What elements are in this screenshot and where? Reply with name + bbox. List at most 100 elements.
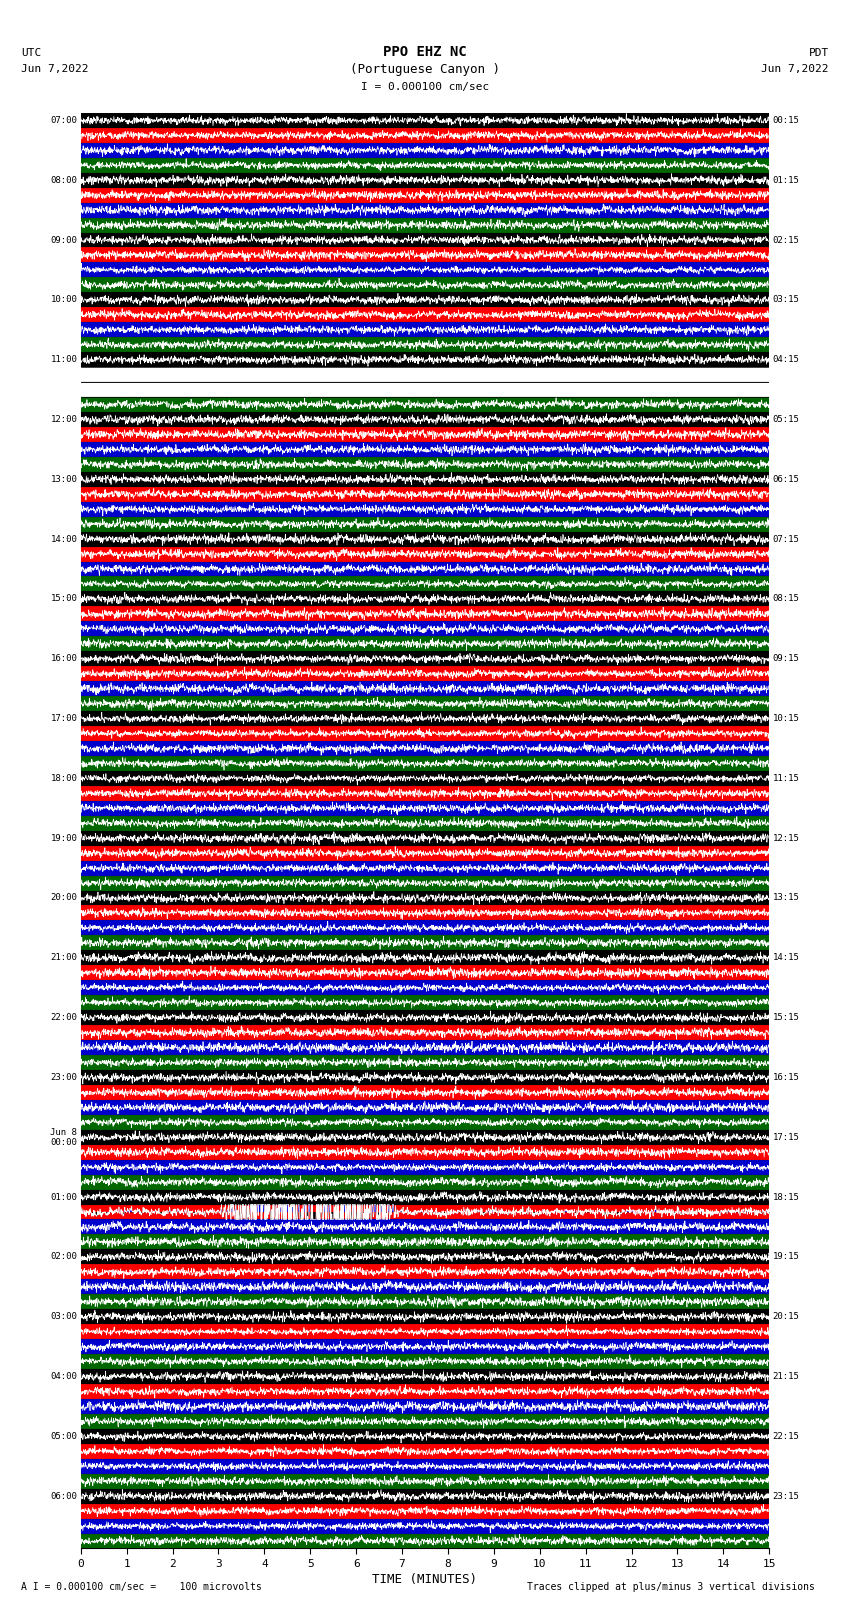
Text: 05:00: 05:00	[50, 1432, 77, 1440]
Bar	[81, 756, 769, 771]
Bar	[81, 1503, 769, 1518]
Bar	[81, 187, 769, 203]
Bar	[81, 203, 769, 218]
Text: 23:00: 23:00	[50, 1073, 77, 1082]
Text: 05:15: 05:15	[773, 415, 800, 424]
Bar	[81, 816, 769, 831]
Bar	[81, 397, 769, 411]
Bar	[81, 1219, 769, 1234]
Text: 21:15: 21:15	[773, 1373, 800, 1381]
Text: 14:15: 14:15	[773, 953, 800, 963]
Text: 08:00: 08:00	[50, 176, 77, 185]
Bar	[81, 158, 769, 173]
Bar	[81, 1489, 769, 1503]
Bar	[81, 1369, 769, 1384]
Bar	[81, 1279, 769, 1294]
Bar	[81, 845, 769, 861]
Text: 19:00: 19:00	[50, 834, 77, 842]
Bar	[81, 681, 769, 697]
Text: Jun 7,2022: Jun 7,2022	[762, 65, 829, 74]
Bar	[81, 487, 769, 502]
Text: 18:15: 18:15	[773, 1192, 800, 1202]
Bar	[81, 905, 769, 921]
Bar	[81, 547, 769, 561]
Bar	[81, 1010, 769, 1026]
Text: A I = 0.000100 cm/sec =    100 microvolts: A I = 0.000100 cm/sec = 100 microvolts	[21, 1582, 262, 1592]
Bar	[81, 247, 769, 263]
Text: 03:15: 03:15	[773, 295, 800, 305]
Bar	[81, 456, 769, 473]
Bar	[81, 786, 769, 800]
Bar	[81, 1100, 769, 1115]
Bar	[81, 606, 769, 621]
Bar	[81, 1444, 769, 1458]
Text: 11:00: 11:00	[50, 355, 77, 365]
Bar	[81, 771, 769, 786]
Bar	[81, 1339, 769, 1353]
Bar	[81, 1160, 769, 1174]
Text: UTC: UTC	[21, 48, 42, 58]
Bar	[81, 1415, 769, 1429]
Bar	[81, 576, 769, 592]
Bar	[81, 1026, 769, 1040]
Bar	[81, 173, 769, 187]
Text: 04:00: 04:00	[50, 1373, 77, 1381]
Bar	[81, 308, 769, 323]
Bar	[81, 1429, 769, 1444]
Bar	[81, 1174, 769, 1190]
Bar	[81, 1205, 769, 1219]
Bar	[81, 1310, 769, 1324]
Bar	[81, 995, 769, 1010]
Text: 15:00: 15:00	[50, 595, 77, 603]
Bar	[81, 936, 769, 950]
Bar	[81, 1190, 769, 1205]
Bar	[81, 876, 769, 890]
Text: 17:15: 17:15	[773, 1132, 800, 1142]
Text: 06:15: 06:15	[773, 474, 800, 484]
Bar	[81, 516, 769, 532]
Bar	[81, 502, 769, 516]
Bar	[81, 1234, 769, 1250]
Bar	[81, 1474, 769, 1489]
Text: 08:15: 08:15	[773, 595, 800, 603]
Text: 17:00: 17:00	[50, 715, 77, 723]
Bar	[81, 368, 769, 382]
Text: Traces clipped at plus/minus 3 vertical divisions: Traces clipped at plus/minus 3 vertical …	[527, 1582, 815, 1592]
Text: 16:15: 16:15	[773, 1073, 800, 1082]
Bar	[81, 965, 769, 981]
Bar	[81, 127, 769, 144]
Text: 07:15: 07:15	[773, 534, 800, 544]
Text: 02:15: 02:15	[773, 235, 800, 245]
Bar	[81, 711, 769, 726]
Bar	[81, 861, 769, 876]
X-axis label: TIME (MINUTES): TIME (MINUTES)	[372, 1573, 478, 1586]
Text: 09:00: 09:00	[50, 235, 77, 245]
Bar	[81, 592, 769, 606]
Bar	[81, 1086, 769, 1100]
Bar	[81, 697, 769, 711]
Bar	[81, 740, 769, 756]
Text: 21:00: 21:00	[50, 953, 77, 963]
Text: 01:00: 01:00	[50, 1192, 77, 1202]
Bar	[81, 382, 769, 397]
Bar	[81, 263, 769, 277]
Bar	[81, 890, 769, 905]
Bar	[81, 1055, 769, 1069]
Bar	[81, 113, 769, 127]
Text: 09:15: 09:15	[773, 655, 800, 663]
Text: I = 0.000100 cm/sec: I = 0.000100 cm/sec	[361, 82, 489, 92]
Text: 00:15: 00:15	[773, 116, 800, 124]
Text: (Portuguese Canyon ): (Portuguese Canyon )	[350, 63, 500, 76]
Bar	[81, 1129, 769, 1145]
Bar	[81, 1265, 769, 1279]
Text: 12:00: 12:00	[50, 415, 77, 424]
Bar	[81, 652, 769, 666]
Bar	[81, 950, 769, 965]
Bar	[81, 981, 769, 995]
Text: 16:00: 16:00	[50, 655, 77, 663]
Text: 02:00: 02:00	[50, 1252, 77, 1261]
Bar	[81, 621, 769, 636]
Bar	[81, 726, 769, 740]
Bar	[81, 561, 769, 576]
Bar	[81, 666, 769, 681]
